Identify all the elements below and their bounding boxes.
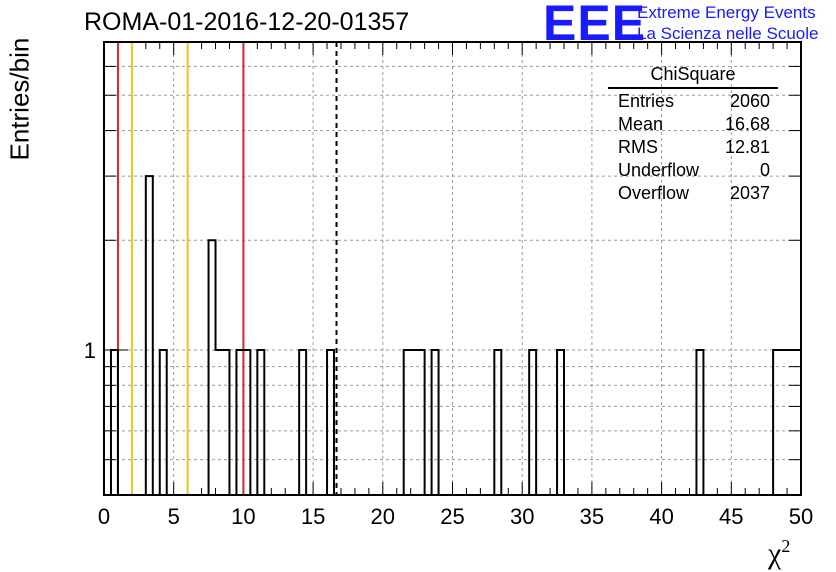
histogram-bin: [529, 350, 536, 495]
x-axis-label-sup: 2: [781, 536, 791, 556]
x-tick-label: 30: [510, 504, 534, 529]
stat-label: Mean: [618, 114, 664, 134]
stat-row-overflow: Overflow 2037: [608, 182, 778, 205]
histogram-bin: [216, 350, 230, 495]
x-tick-label: 45: [719, 504, 743, 529]
histogram-bin: [494, 350, 501, 495]
histogram-bin: [327, 350, 334, 495]
x-tick-label: 25: [440, 504, 464, 529]
stats-box: ChiSquare Entries 2060 Mean 16.68 RMS 12.81…: [608, 64, 778, 205]
stat-row-mean: Mean 16.68: [608, 113, 778, 136]
x-tick-label: 35: [580, 504, 604, 529]
x-tick-label: 15: [301, 504, 325, 529]
y-tick-label: 1: [84, 338, 96, 363]
histogram-bin: [696, 350, 703, 495]
x-tick-label: 10: [231, 504, 255, 529]
histogram-bin: [432, 350, 439, 495]
histogram-bin: [111, 350, 118, 495]
plot-frame: [103, 41, 802, 496]
logo-text-line1: Extreme Energy Events: [637, 3, 816, 22]
histogram-outline: [109, 175, 802, 495]
stat-label: Overflow: [618, 183, 690, 203]
x-tick-label: 50: [789, 504, 813, 529]
stat-row-entries: Entries 2060: [608, 90, 778, 113]
x-tick-label: 40: [649, 504, 673, 529]
histogram-bars: [109, 175, 802, 495]
stat-row-rms: RMS 12.81: [608, 136, 778, 159]
stat-value: 16.68: [724, 114, 770, 134]
histogram-bin: [299, 350, 306, 495]
stat-label: Entries: [618, 91, 675, 111]
stat-value: 12.81: [724, 137, 770, 157]
stat-label: RMS: [618, 137, 658, 157]
histogram-bin: [160, 350, 167, 495]
histogram-bin: [146, 176, 153, 495]
histogram-bin: [209, 240, 216, 495]
reference-lines: [116, 42, 338, 495]
x-tick-label: 5: [168, 504, 180, 529]
logo-text-line2: La Scienza nelle Scuole: [637, 24, 819, 43]
tick-labels: 0 5 10 15 20 25 30 35 40 45 50 1: [84, 338, 813, 529]
x-axis-label: χ2: [768, 536, 790, 571]
histogram-bin: [404, 350, 425, 495]
chart-title: ROMA-01-2016-12-20-01357: [84, 8, 410, 36]
stat-row-underflow: Underflow 0: [608, 159, 778, 182]
stat-value: 2037: [729, 183, 770, 203]
x-axis-label-base: χ: [768, 537, 782, 570]
histogram-bin: [773, 350, 801, 495]
stat-value: 2060: [729, 91, 770, 111]
stats-title: ChiSquare: [608, 64, 778, 89]
stat-value: 0: [759, 160, 770, 180]
stat-label: Underflow: [618, 160, 700, 180]
x-tick-label: 20: [371, 504, 395, 529]
histogram-bin: [557, 350, 564, 495]
histogram-bin: [257, 350, 264, 495]
x-tick-label: 0: [98, 504, 110, 529]
